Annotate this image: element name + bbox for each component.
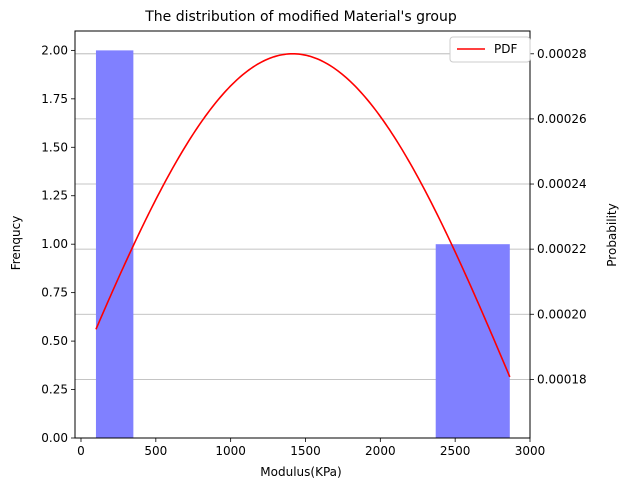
- y-tick-label: 0.75: [41, 286, 68, 300]
- chart-title: The distribution of modified Material's …: [144, 9, 457, 25]
- y-axis: 0.00 0.25 0.50 0.75 1.00 1.25 1.50 1.75 2.00: [41, 43, 75, 445]
- x-tick-label: 0: [77, 444, 85, 458]
- y-tick-label: 0.25: [41, 383, 68, 397]
- legend-label-pdf: PDF: [494, 42, 517, 56]
- x-tick-label: 1500: [290, 444, 321, 458]
- y2-tick-label: 0.00028: [537, 47, 587, 61]
- y2-tick-label: 0.00018: [537, 372, 587, 386]
- x-tick-label: 2000: [365, 444, 396, 458]
- line-layer: [95, 52, 511, 378]
- histogram-bar-1: [95, 50, 134, 438]
- x-tick-label: 2500: [440, 444, 471, 458]
- x-tick-label: 3000: [515, 444, 546, 458]
- y-tick-label: 0.00: [41, 431, 68, 445]
- pdf-line: [95, 52, 511, 378]
- x-tick-label: 500: [144, 444, 167, 458]
- y-tick-label: 1.75: [41, 92, 68, 106]
- legend: PDF: [449, 36, 531, 63]
- bar-layer: [95, 50, 510, 438]
- x-tick-label: 1000: [215, 444, 246, 458]
- y2-axis: 0.00018 0.00020 0.00022 0.00024 0.00026 0.000…: [530, 47, 587, 386]
- y-axis-label: Frenqucy: [9, 216, 23, 271]
- y-tick-label: 1.00: [41, 237, 68, 251]
- histogram-bar-2: [435, 244, 510, 438]
- y2-tick-label: 0.00026: [537, 112, 587, 126]
- y-tick-label: 1.50: [41, 140, 68, 154]
- plot-frame: [74, 30, 531, 439]
- y2-tick-label: 0.00024: [537, 177, 587, 191]
- y-tick-label: 0.50: [41, 334, 68, 348]
- y2-tick-label: 0.00022: [537, 242, 587, 256]
- y-tick-label: 2.00: [41, 43, 68, 57]
- legend-box: [449, 36, 531, 63]
- y-tick-label: 1.25: [41, 189, 68, 203]
- y2-axis-label: Probability: [605, 203, 619, 266]
- y2-tick-label: 0.00020: [537, 307, 587, 321]
- x-axis: 0 500 1000 1500 2000 2500 3000: [77, 438, 545, 458]
- x-axis-label: Modulus(KPa): [260, 465, 341, 479]
